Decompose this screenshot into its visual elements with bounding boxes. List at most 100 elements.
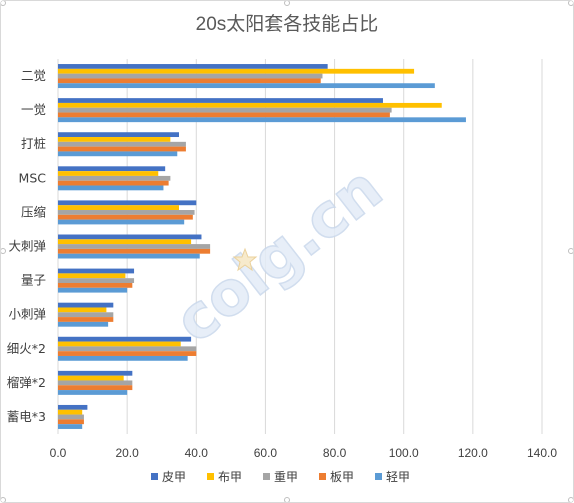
bar[interactable] (58, 336, 192, 342)
resize-handle-bottom-right[interactable] (568, 497, 574, 503)
bar[interactable] (58, 253, 200, 259)
category-label: 榴弹*2 (7, 375, 46, 390)
category-label: 一觉 (21, 102, 46, 117)
resize-handle-top[interactable] (284, 1, 290, 6)
bar[interactable] (58, 141, 186, 147)
bar[interactable] (58, 64, 328, 69)
legend-label: 重甲 (274, 470, 298, 484)
bar[interactable] (58, 132, 179, 138)
legend-swatch (207, 473, 214, 480)
bar[interactable] (58, 98, 383, 103)
bar[interactable] (58, 137, 171, 142)
bar[interactable] (58, 302, 114, 308)
bar[interactable] (58, 409, 83, 415)
bar[interactable] (58, 414, 84, 420)
resize-handle-bottom-left[interactable] (1, 497, 6, 503)
legend-swatch (151, 473, 158, 480)
star-icon (232, 247, 258, 272)
category-label: 大刺弹 (8, 239, 46, 254)
bar[interactable] (58, 351, 197, 356)
x-tick-label: 140.0 (527, 446, 557, 460)
category-label: 压缩 (21, 204, 46, 219)
bar[interactable] (58, 68, 415, 74)
bar[interactable] (58, 317, 114, 322)
bar[interactable] (58, 200, 197, 206)
bar[interactable] (58, 355, 188, 361)
bar[interactable] (58, 83, 435, 89)
bar[interactable] (58, 151, 178, 157)
bars (58, 64, 466, 429)
resize-handle-top-left[interactable] (1, 1, 6, 6)
bar[interactable] (58, 166, 166, 172)
resize-handle-left[interactable] (1, 248, 6, 254)
bar[interactable] (58, 214, 193, 220)
bar[interactable] (58, 219, 185, 225)
resize-handle-bottom[interactable] (284, 497, 290, 503)
bar[interactable] (58, 171, 159, 176)
bar[interactable] (58, 234, 202, 240)
legend-label: 板甲 (330, 470, 354, 484)
resize-handle-top-right[interactable] (568, 1, 574, 6)
category-label: 蓄电*3 (7, 409, 46, 424)
legend-swatch (319, 473, 326, 480)
x-tick-label: 20.0 (115, 446, 139, 460)
x-tick-label: 40.0 (185, 446, 209, 460)
bar[interactable] (58, 312, 114, 318)
bar[interactable] (58, 419, 84, 425)
bar[interactable] (58, 73, 323, 79)
bar[interactable] (58, 287, 128, 293)
bar[interactable] (58, 321, 109, 327)
bar[interactable] (58, 239, 192, 245)
legend-swatch (263, 473, 270, 480)
bar[interactable] (58, 375, 124, 381)
legend-label: 布甲 (218, 470, 242, 484)
bar[interactable] (58, 117, 466, 123)
bar[interactable] (58, 404, 88, 410)
category-label: 量子 (21, 273, 46, 288)
category-label: 打桩 (21, 136, 46, 151)
category-label: 细火*2 (7, 341, 46, 356)
x-tick-label: 120.0 (458, 446, 488, 460)
bar[interactable] (58, 244, 211, 249)
bar[interactable] (58, 278, 135, 283)
bar[interactable] (58, 107, 392, 113)
category-label: MSC (19, 170, 47, 185)
bar[interactable] (58, 210, 195, 215)
resize-handle-right[interactable] (568, 248, 574, 254)
bar[interactable] (58, 175, 171, 181)
bar[interactable] (58, 180, 169, 186)
chart-title: 20s太阳套各技能占比 (196, 13, 379, 35)
category-label: 小刺弹 (8, 307, 46, 322)
bar[interactable] (58, 185, 164, 191)
bar[interactable] (58, 341, 181, 347)
bar[interactable] (58, 370, 133, 376)
bar[interactable] (58, 248, 211, 254)
bar[interactable] (58, 273, 126, 279)
x-tick-label: 0.0 (50, 446, 67, 460)
bar[interactable] (58, 307, 107, 313)
bar[interactable] (58, 380, 133, 386)
x-tick-labels: 0.0 20.0 40.0 60.0 80.0 100.0 120.0 140.0 (50, 446, 558, 460)
x-tick-label: 80.0 (323, 446, 347, 460)
x-tick-label: 60.0 (254, 446, 278, 460)
bar[interactable] (58, 268, 135, 274)
bar[interactable] (58, 385, 133, 391)
bar[interactable] (58, 112, 390, 118)
legend-swatch (375, 473, 382, 480)
legend-label: 皮甲 (162, 470, 186, 484)
bar[interactable] (58, 390, 128, 395)
x-tick-label: 100.0 (389, 446, 419, 460)
category-label: 二觉 (21, 68, 46, 83)
bar[interactable] (58, 78, 321, 84)
bar[interactable] (58, 102, 442, 108)
legend: 皮甲 布甲 重甲 板甲 轻甲 (151, 470, 410, 484)
bar[interactable] (58, 424, 83, 429)
bar[interactable] (58, 146, 186, 152)
bar[interactable] (58, 346, 197, 352)
bar[interactable] (58, 205, 179, 211)
bar[interactable] (58, 282, 133, 288)
